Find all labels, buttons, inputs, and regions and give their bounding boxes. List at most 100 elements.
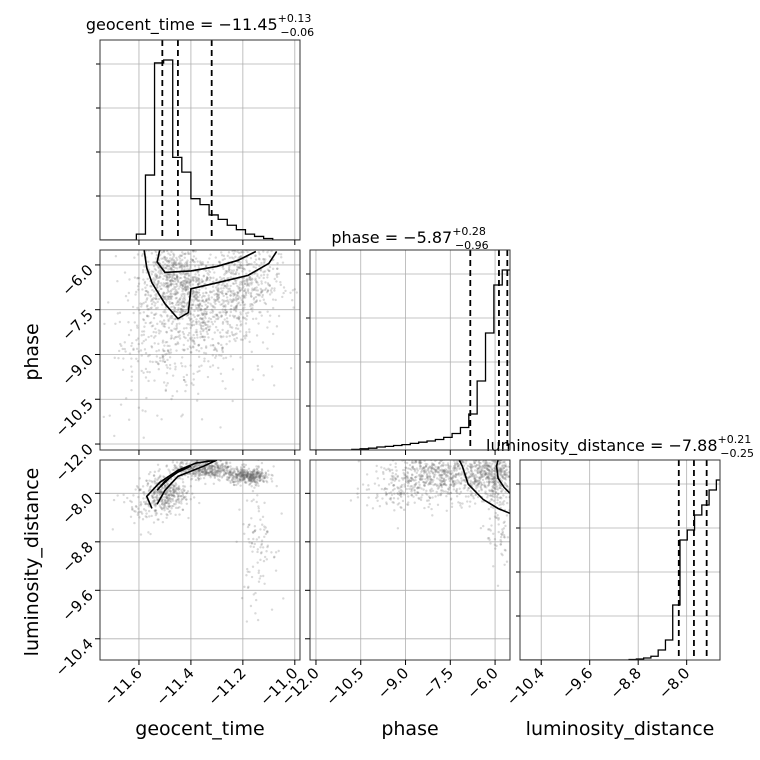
scatter-point	[187, 516, 190, 520]
scatter-point	[486, 484, 490, 487]
scatter-point	[204, 291, 208, 294]
tick-label-luminosity_distance: −8.0	[655, 664, 693, 702]
scatter-point	[164, 353, 167, 356]
scatter-point	[193, 260, 196, 264]
scatter-point	[181, 299, 184, 302]
scatter-point	[188, 472, 192, 475]
scatter-point	[195, 320, 198, 324]
scatter-point	[166, 315, 169, 318]
scatter-point	[162, 358, 165, 361]
scatter-point	[183, 298, 187, 301]
scatter-point	[166, 314, 169, 317]
scatter-point	[169, 337, 173, 340]
scatter-point	[205, 468, 208, 472]
scatter-point	[113, 356, 116, 360]
scatter-point	[206, 375, 210, 379]
scatter-point	[250, 350, 253, 354]
scatter-point	[253, 476, 257, 479]
scatter-point	[204, 482, 207, 486]
scatter-point	[266, 544, 270, 547]
scatter-point	[436, 477, 439, 480]
scatter-point	[499, 484, 503, 488]
scatter-point	[219, 311, 222, 314]
scatter-point	[413, 468, 417, 471]
scatter-point	[172, 491, 176, 494]
scatter-point	[248, 475, 251, 479]
scatter-point	[420, 469, 424, 472]
scatter-point	[459, 481, 463, 485]
scatter-point	[463, 486, 467, 489]
scatter-point	[495, 491, 498, 495]
scatter-point	[473, 480, 477, 483]
scatter-point	[410, 493, 413, 497]
scatter-point	[124, 350, 127, 353]
scatter-point	[160, 322, 164, 326]
scatter-point	[448, 483, 452, 487]
scatter-point	[233, 470, 236, 473]
scatter-point	[153, 499, 156, 503]
scatter-point	[515, 477, 517, 479]
scatter-point	[224, 472, 228, 475]
contour-line-0	[495, 460, 510, 494]
scatter-point	[149, 307, 152, 310]
scatter-point	[255, 538, 259, 541]
scatter-point	[256, 467, 259, 471]
scatter-point	[258, 479, 262, 482]
scatter-point	[271, 474, 274, 477]
scatter-point	[181, 251, 184, 254]
scatter-point	[322, 437, 324, 439]
scatter-point	[485, 492, 488, 496]
y-axis-label-luminosity-distance: luminosity_distance	[21, 468, 43, 657]
scatter-point	[154, 327, 157, 331]
scatter-point	[225, 478, 229, 481]
scatter-point	[170, 507, 173, 510]
scatter-point	[490, 488, 494, 491]
scatter-point	[474, 480, 477, 483]
scatter-point	[171, 263, 174, 267]
scatter-point	[272, 556, 276, 559]
scatter-point	[215, 462, 218, 465]
scatter-point	[241, 472, 244, 475]
scatter-point	[142, 330, 146, 333]
scatter-point	[216, 297, 219, 301]
scatter-point	[498, 468, 501, 471]
scatter-point	[163, 475, 166, 479]
scatter-point	[183, 272, 186, 275]
scatter-point	[205, 468, 208, 472]
scatter-point	[159, 287, 162, 291]
scatter-point	[174, 368, 177, 371]
scatter-point	[252, 531, 255, 534]
scatter-point	[184, 285, 187, 289]
scatter-point	[135, 347, 139, 351]
scatter-point	[497, 523, 500, 526]
scatter-point	[218, 354, 221, 357]
scatter-point	[261, 474, 265, 478]
scatter-point	[174, 310, 177, 313]
scatter-point	[240, 282, 244, 285]
scatter-point	[434, 456, 436, 458]
scatter-point	[210, 464, 213, 467]
scatter-point	[196, 309, 200, 312]
scatter-point	[491, 495, 494, 498]
scatter-point	[487, 465, 490, 468]
scatter-point	[188, 472, 192, 475]
scatter-point	[211, 285, 215, 288]
scatter-point	[247, 477, 250, 480]
scatter-point	[459, 502, 462, 505]
scatter-point	[208, 317, 211, 320]
scatter-point	[373, 482, 377, 485]
scatter-point	[171, 275, 175, 278]
scatter-point	[263, 476, 266, 480]
scatter-point	[245, 473, 248, 477]
scatter-point	[167, 326, 171, 329]
scatter-point	[201, 280, 204, 284]
scatter-point	[428, 465, 432, 468]
scatter-point	[160, 294, 164, 298]
scatter-point	[152, 316, 156, 320]
scatter-point	[493, 473, 497, 476]
scatter-point	[256, 618, 260, 622]
scatter-point	[167, 295, 171, 298]
scatter-point	[197, 291, 200, 294]
scatter-point	[182, 487, 185, 491]
scatter-point	[466, 464, 470, 468]
